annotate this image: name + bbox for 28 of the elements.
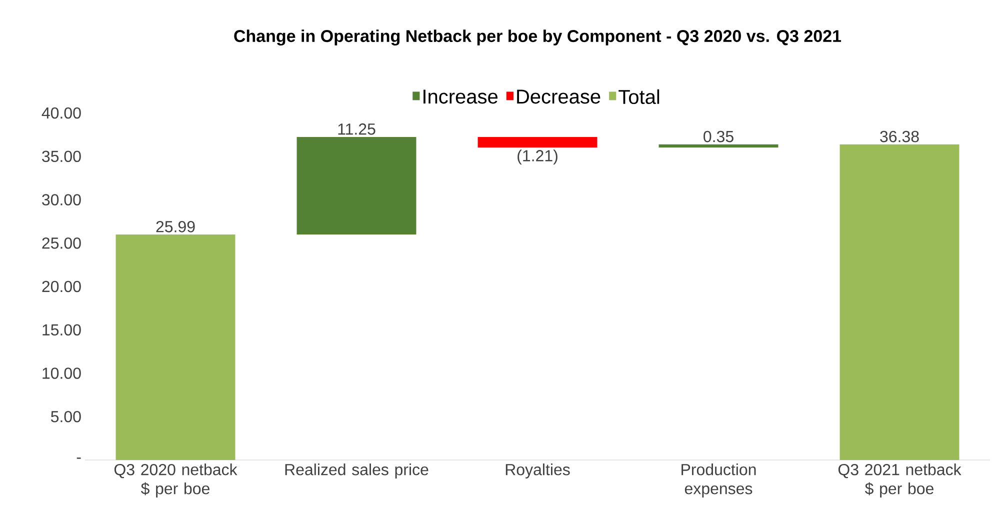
y-tick-label: 20.00 (42, 280, 81, 292)
x-tick-label: Royalties (506, 464, 570, 478)
y-tick-label: 40.00 (42, 107, 81, 119)
y-tick-label: 10.00 (42, 368, 81, 379)
data-label: (1.21) (518, 150, 558, 165)
bar (116, 234, 236, 460)
y-tick-label: 15.00 (42, 324, 81, 336)
bar (296, 136, 416, 235)
x-tick-label: Q3 2020 netback $ per boe (114, 464, 238, 498)
x-tick-label: Realized sales price (285, 464, 428, 478)
legend-label: Decrease (517, 90, 600, 104)
legend-label: Increase (424, 90, 498, 104)
bar (840, 144, 960, 460)
bar (478, 136, 598, 148)
y-tick-label: - (76, 458, 81, 459)
data-label: 25.99 (156, 221, 195, 232)
x-tick-label: Q3 2021 netback $ per boe (838, 464, 962, 498)
y-tick-label: 30.00 (42, 194, 81, 206)
data-label: 0.35 (704, 130, 734, 142)
y-tick-label: 25.00 (42, 237, 81, 249)
bar (658, 144, 778, 148)
data-label: 11.25 (338, 123, 376, 135)
y-tick-label: 35.00 (42, 150, 81, 162)
legend-label: Total (618, 89, 660, 104)
data-label: 36.38 (880, 130, 919, 142)
chart-title: Change in Operating Netback per boe by Component - Q3 2020 vs. Q3 2021 (234, 30, 842, 46)
x-tick-label: Production expenses (682, 464, 756, 498)
y-tick-label: 5.00 (50, 410, 81, 422)
